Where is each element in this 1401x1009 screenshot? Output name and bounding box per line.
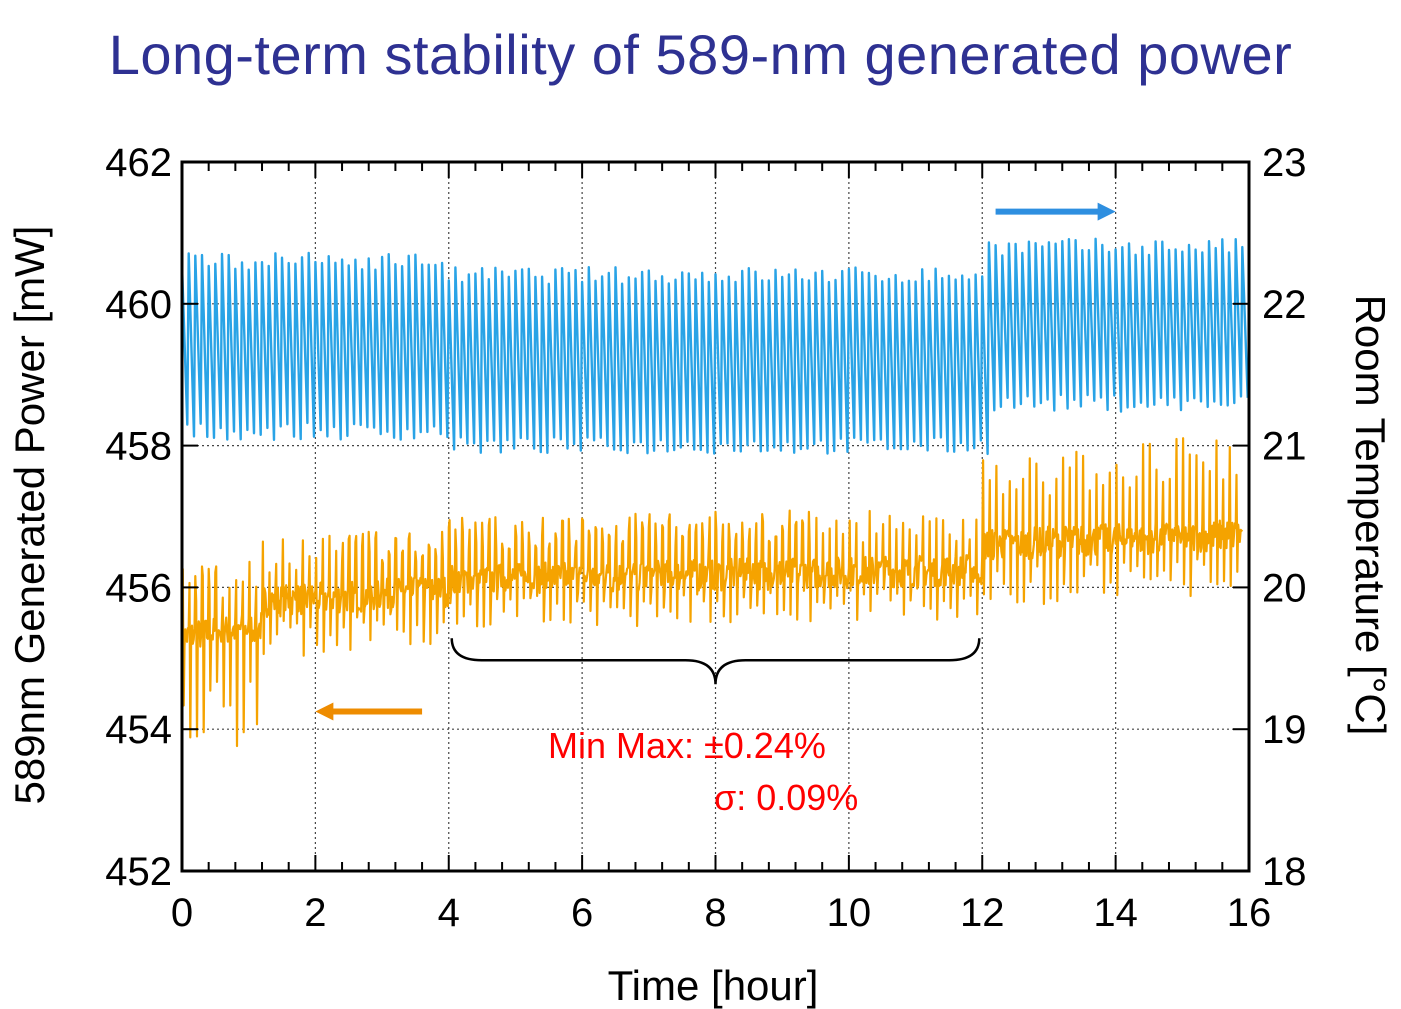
power-series-line (180, 437, 1244, 748)
x-axis-title: Time [hour] (608, 962, 819, 1009)
x-tick-label: 14 (1093, 891, 1138, 935)
y-right-tick-label: 20 (1262, 566, 1307, 610)
minmax-annotation: Min Max: ±0.24% (548, 725, 826, 766)
x-tick-label: 8 (704, 891, 726, 935)
y-right-tick-label: 22 (1262, 283, 1307, 327)
y-left-tick-label: 458 (105, 425, 172, 469)
temperature-series-line (180, 237, 1249, 456)
annotations-layer: Min Max: ±0.24% σ: 0.09% (315, 202, 1116, 818)
y-left-tick-label: 452 (105, 850, 172, 894)
y-right-tick-label: 19 (1262, 708, 1307, 752)
data-series (180, 237, 1249, 748)
y-axis-title-left: 589nm Generated Power [mW] (6, 226, 53, 805)
y-right-tick-label: 21 (1262, 425, 1307, 469)
sigma-annotation: σ: 0.09% (714, 777, 858, 818)
left-axis-arrow-head (315, 702, 334, 721)
y-right-tick-label: 23 (1262, 141, 1307, 185)
x-tick-label: 4 (438, 891, 460, 935)
x-tick-label: 16 (1227, 891, 1272, 935)
y-left-tick-label: 454 (105, 708, 172, 752)
x-tick-label: 6 (571, 891, 593, 935)
y-right-tick-label: 18 (1262, 850, 1307, 894)
x-tick-label: 12 (960, 891, 1005, 935)
right-axis-arrow-head (1097, 202, 1116, 221)
x-tick-label: 2 (304, 891, 326, 935)
y-axis-title-right: Room Temperature [°C] (1347, 295, 1394, 736)
grid (182, 162, 1249, 871)
x-tick-label: 10 (827, 891, 872, 935)
y-left-tick-label: 456 (105, 566, 172, 610)
x-tick-label: 0 (171, 891, 193, 935)
y-left-tick-label: 460 (105, 283, 172, 327)
tick-labels: 0 2 4 6 8 10 12 14 16 452 454 456 458 460 462 18 19 20 21 2… (105, 141, 1306, 935)
tick-marks (181, 161, 1250, 872)
y-left-tick-label: 462 (105, 141, 172, 185)
range-bracket (450, 638, 981, 685)
page-title: Long-term stability of 589-nm generated … (108, 23, 1293, 86)
